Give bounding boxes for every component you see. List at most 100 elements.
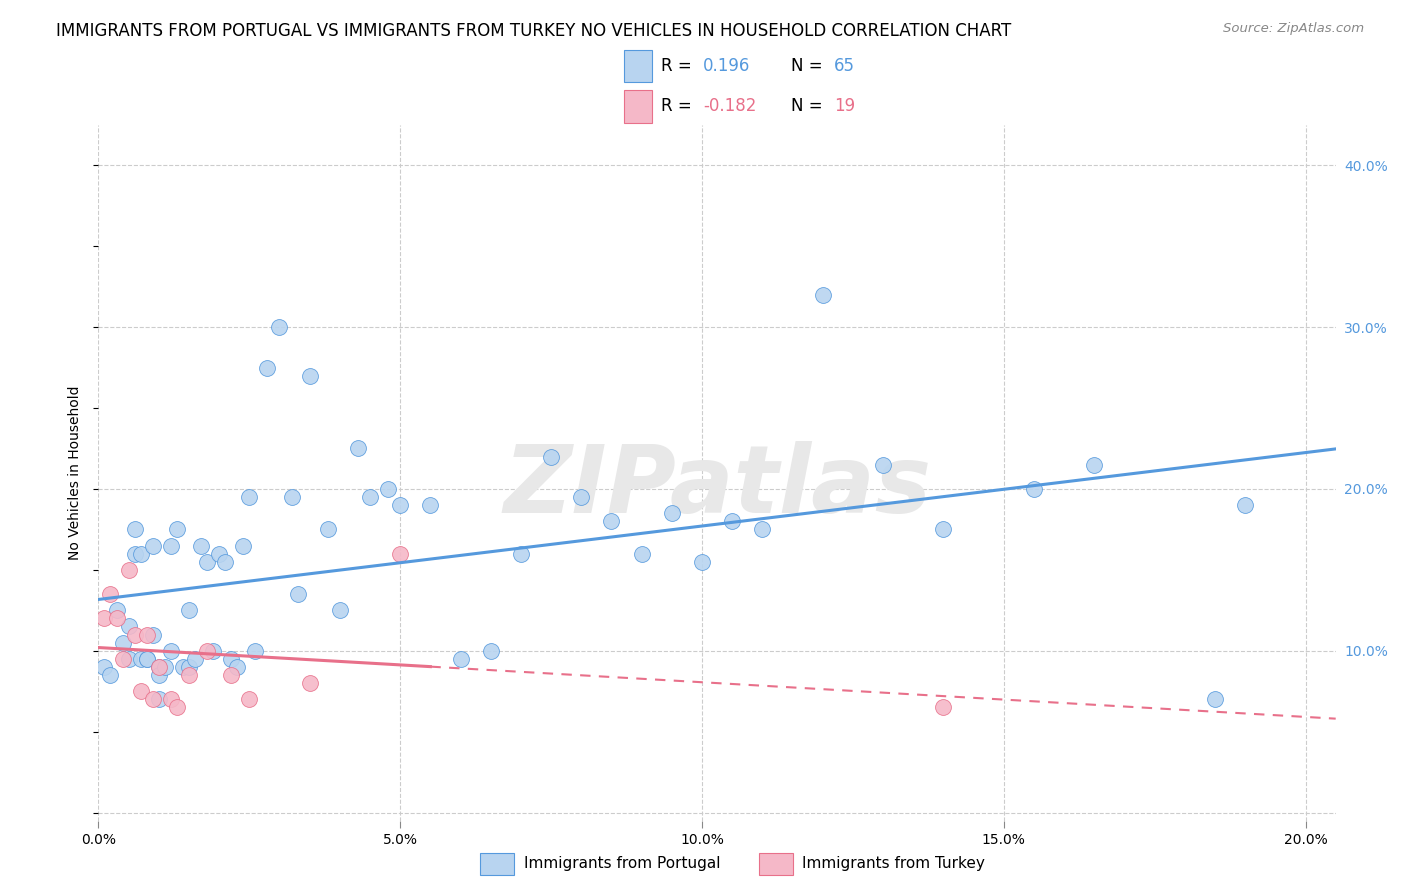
Point xyxy=(287,587,309,601)
Point xyxy=(1204,692,1226,706)
Text: 19: 19 xyxy=(834,97,855,115)
Point xyxy=(600,514,623,528)
Point xyxy=(124,627,146,641)
Point xyxy=(226,660,249,674)
Point xyxy=(232,539,254,553)
Point xyxy=(932,522,955,536)
Point xyxy=(479,644,502,658)
Text: -0.182: -0.182 xyxy=(703,97,756,115)
Text: Immigrants from Turkey: Immigrants from Turkey xyxy=(801,855,984,871)
Point xyxy=(100,668,122,682)
Point xyxy=(811,287,834,301)
Point xyxy=(142,692,165,706)
Point xyxy=(177,660,200,674)
Point xyxy=(111,652,134,666)
Point xyxy=(569,490,592,504)
Point xyxy=(135,652,157,666)
Point xyxy=(153,660,176,674)
Point xyxy=(450,652,472,666)
Point xyxy=(509,547,531,561)
Point xyxy=(721,514,744,528)
Text: N =: N = xyxy=(792,57,828,75)
Point xyxy=(202,644,225,658)
Point xyxy=(1083,458,1105,472)
Point xyxy=(690,555,713,569)
Point xyxy=(389,547,412,561)
Text: N =: N = xyxy=(792,97,828,115)
Point xyxy=(661,506,683,520)
Point xyxy=(172,660,194,674)
Text: Source: ZipAtlas.com: Source: ZipAtlas.com xyxy=(1223,22,1364,36)
Point xyxy=(208,547,231,561)
Point xyxy=(177,668,200,682)
Point xyxy=(316,522,339,536)
Point xyxy=(269,320,291,334)
Point xyxy=(540,450,562,464)
Point xyxy=(148,660,170,674)
Point xyxy=(111,635,134,649)
Point xyxy=(129,684,152,698)
Point xyxy=(105,611,128,625)
FancyBboxPatch shape xyxy=(624,90,652,122)
Point xyxy=(93,660,115,674)
Point xyxy=(238,490,260,504)
FancyBboxPatch shape xyxy=(624,50,652,82)
Point xyxy=(195,555,218,569)
Point xyxy=(872,458,894,472)
Text: Immigrants from Portugal: Immigrants from Portugal xyxy=(523,855,720,871)
Y-axis label: No Vehicles in Household: No Vehicles in Household xyxy=(69,385,83,560)
Point xyxy=(932,700,955,714)
Point xyxy=(298,368,321,383)
Point xyxy=(377,482,399,496)
Point xyxy=(135,652,157,666)
Point xyxy=(142,539,165,553)
Text: IMMIGRANTS FROM PORTUGAL VS IMMIGRANTS FROM TURKEY NO VEHICLES IN HOUSEHOLD CORR: IMMIGRANTS FROM PORTUGAL VS IMMIGRANTS F… xyxy=(56,22,1011,40)
Point xyxy=(142,627,165,641)
Point xyxy=(419,498,441,512)
Point xyxy=(166,522,188,536)
Point xyxy=(135,627,157,641)
Point xyxy=(359,490,381,504)
Point xyxy=(219,652,242,666)
Point xyxy=(93,611,115,625)
Text: R =: R = xyxy=(661,57,697,75)
Point xyxy=(166,700,188,714)
Point xyxy=(100,587,122,601)
Point xyxy=(160,644,183,658)
Text: R =: R = xyxy=(661,97,697,115)
Point xyxy=(124,547,146,561)
FancyBboxPatch shape xyxy=(759,853,793,875)
Point xyxy=(117,563,139,577)
Point xyxy=(389,498,412,512)
Point xyxy=(148,660,170,674)
Point xyxy=(148,668,170,682)
Point xyxy=(117,652,139,666)
Point xyxy=(245,644,267,658)
Point xyxy=(280,490,302,504)
Point xyxy=(1022,482,1045,496)
Point xyxy=(630,547,652,561)
Point xyxy=(160,539,183,553)
Text: ZIPatlas: ZIPatlas xyxy=(503,441,931,533)
Point xyxy=(148,692,170,706)
Point xyxy=(117,619,139,633)
Point xyxy=(124,522,146,536)
Point xyxy=(184,652,207,666)
Point xyxy=(1234,498,1257,512)
Point xyxy=(347,442,370,456)
Point xyxy=(256,360,278,375)
Point xyxy=(195,644,218,658)
Text: 0.196: 0.196 xyxy=(703,57,751,75)
Point xyxy=(751,522,773,536)
Point xyxy=(190,539,212,553)
Point xyxy=(177,603,200,617)
Point xyxy=(219,668,242,682)
Point xyxy=(129,652,152,666)
FancyBboxPatch shape xyxy=(481,853,515,875)
Point xyxy=(329,603,352,617)
Text: 65: 65 xyxy=(834,57,855,75)
Point xyxy=(238,692,260,706)
Point xyxy=(298,676,321,690)
Point xyxy=(214,555,236,569)
Point xyxy=(105,603,128,617)
